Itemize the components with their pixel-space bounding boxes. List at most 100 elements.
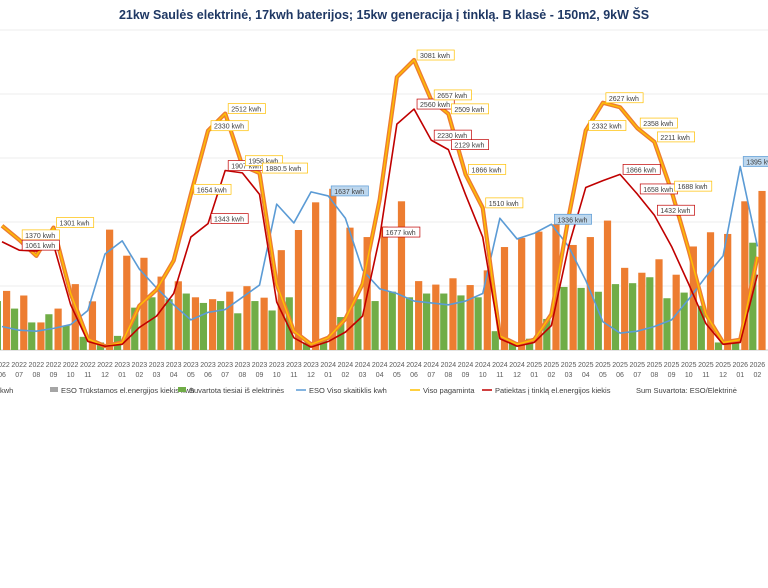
bar-direct: [371, 301, 379, 350]
x-tick-month: 06: [204, 372, 212, 379]
data-label: 2657 kwh: [437, 93, 467, 100]
data-label: 1688 kwh: [678, 184, 708, 191]
bar-kwh: [672, 274, 680, 350]
x-tick-month: 10: [67, 372, 75, 379]
x-tick-year: 2025: [561, 362, 577, 369]
legend-swatch: [178, 387, 186, 392]
x-tick-year: 2024: [355, 362, 371, 369]
x-tick-month: 01: [324, 372, 332, 379]
x-tick-year: 2024: [423, 362, 439, 369]
x-tick-month: 01: [118, 372, 126, 379]
bar-direct: [423, 293, 431, 350]
bar-kwh: [415, 281, 423, 350]
bar-direct: [319, 339, 328, 350]
data-label: 2512 kwh: [231, 107, 261, 114]
data-label-box: [210, 213, 249, 224]
bar-direct: [508, 342, 517, 350]
legend-label: Suvartota tiesiai iš elektrinės: [189, 386, 284, 395]
data-label: 2358 kwh: [643, 121, 673, 128]
x-tick-month: 04: [376, 372, 384, 379]
bar-direct: [165, 299, 173, 350]
bar-kwh: [191, 297, 200, 350]
x-tick-year: 2024: [492, 362, 508, 369]
data-label: 1637 kwh: [334, 189, 364, 196]
x-tick-month: 06: [0, 372, 6, 379]
bar-kwh: [689, 246, 697, 350]
line-total-generated: [1, 59, 759, 347]
legend-label: ESO Viso skaitiklis kwh: [309, 386, 387, 395]
bar-kwh: [71, 284, 79, 350]
data-label-box: [485, 197, 524, 209]
x-tick-year: 2025: [578, 362, 594, 369]
bar-direct: [663, 298, 671, 350]
data-label-box: [742, 156, 768, 167]
data-label: 1370 kwh: [25, 233, 55, 240]
bar-kwh: [724, 233, 732, 350]
bar-direct: [594, 291, 602, 350]
x-tick-month: 11: [84, 372, 91, 379]
x-tick-month: 03: [565, 372, 573, 379]
x-tick-year: 2025: [612, 362, 628, 369]
data-label-box: [382, 226, 421, 238]
bar-direct: [0, 301, 1, 350]
bar-kwh: [741, 201, 749, 350]
bar-kwh: [209, 299, 217, 350]
bar-direct: [79, 336, 87, 350]
x-tick-month: 02: [547, 372, 555, 379]
bar-kwh: [518, 237, 526, 350]
x-tick-month: 12: [513, 372, 521, 379]
x-tick-month: 05: [599, 372, 607, 379]
x-tick-month: 12: [719, 372, 727, 379]
data-label: 1907 kwh: [231, 164, 261, 171]
data-label: 2509 kwh: [454, 107, 484, 114]
data-label: 1880.5 kwh: [266, 166, 302, 173]
x-tick-year: 2025: [629, 362, 645, 369]
x-tick-month: 03: [153, 372, 161, 379]
bar-direct: [749, 242, 757, 350]
bar-direct: [474, 297, 482, 350]
data-label: 1432 kwh: [660, 208, 690, 215]
x-tick-year: 2023: [252, 362, 268, 369]
x-tick-year: 2023: [269, 362, 285, 369]
bar-direct: [560, 286, 568, 350]
legend-label: Sum Suvartota: ESO/Elektrinė: [636, 386, 737, 395]
x-tick-month: 12: [101, 372, 109, 379]
x-tick-year: 2024: [509, 362, 525, 369]
x-tick-month: 10: [273, 372, 281, 379]
data-label-box: [56, 217, 95, 228]
data-label-box: [21, 239, 60, 251]
bar-kwh: [655, 259, 663, 350]
data-label: 2230 kwh: [437, 133, 467, 140]
x-tick-month: 01: [530, 372, 538, 379]
data-label-box: [193, 183, 232, 195]
x-tick-month: 07: [427, 372, 435, 379]
x-tick-month: 10: [479, 372, 487, 379]
x-tick-month: 04: [582, 372, 590, 379]
data-label-box: [451, 139, 489, 150]
x-tick-month: 11: [702, 372, 709, 379]
data-label-box: [622, 164, 661, 175]
bar-direct: [440, 293, 448, 350]
x-tick-year: 2024: [441, 362, 457, 369]
bar-direct: [337, 317, 345, 350]
bar-kwh: [174, 281, 182, 350]
x-tick-month: 09: [256, 372, 264, 379]
x-tick-month: 02: [341, 372, 349, 379]
data-label: 1654 kwh: [197, 187, 227, 194]
legend-label: ESO Trūkstamos el.energijos kiekis kwh: [61, 386, 194, 395]
bar-kwh: [500, 247, 509, 350]
data-label: 1958 kwh: [248, 159, 278, 166]
bar-kwh: [569, 244, 577, 350]
bar-direct: [543, 318, 551, 350]
x-tick-month: 12: [307, 372, 315, 379]
bar-direct: [131, 307, 139, 350]
bar-kwh: [397, 201, 406, 350]
data-label: 1061 kwh: [25, 243, 55, 250]
bar-direct: [251, 301, 259, 350]
x-tick-month: 07: [221, 372, 229, 379]
data-label: 1510 kwh: [489, 201, 519, 208]
x-tick-year: 2026: [732, 362, 748, 369]
x-tick-year: 2024: [406, 362, 422, 369]
data-label: 3081 kwh: [420, 53, 450, 60]
bar-kwh: [226, 291, 234, 350]
